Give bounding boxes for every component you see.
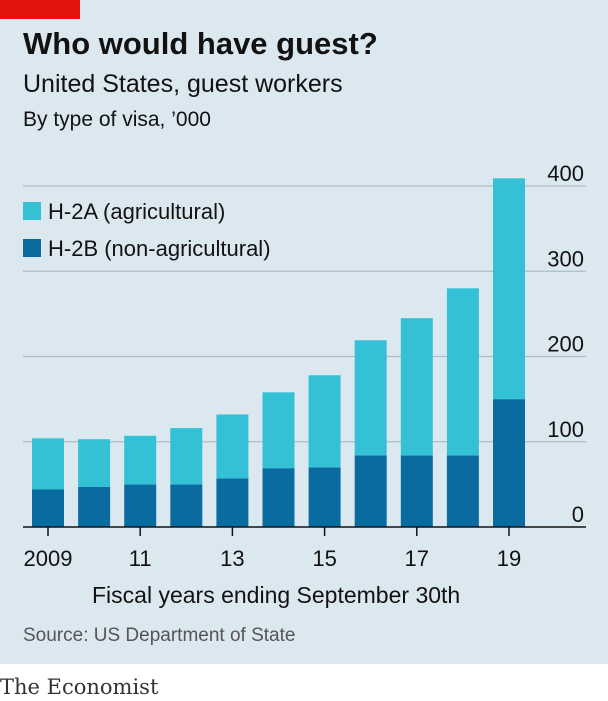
bar-2018-h2a: [446, 288, 479, 456]
x-tick-labels: 2009 11 13 15 17 19: [24, 527, 521, 571]
x-axis-label: Fiscal years ending September 30th: [92, 582, 460, 608]
bar-2010-h2a: [78, 439, 111, 487]
legend-label: H-2A (agricultural): [48, 199, 225, 224]
bar-2013-h2a: [216, 414, 249, 479]
bar-2014-h2b: [262, 468, 295, 527]
x-tick-label: 11: [129, 546, 152, 571]
y-tick-labels: 0 100 200 300 400: [547, 161, 584, 527]
legend-label: H-2B (non-agricultural): [48, 236, 271, 261]
bar-2010-h2b: [78, 486, 111, 527]
bar-2019-h2a: [493, 178, 525, 400]
bar-2015-h2a: [308, 375, 341, 468]
legend: H-2A (agricultural) H-2B (non-agricultura…: [23, 199, 271, 261]
source-note: Source: US Department of State: [23, 625, 295, 646]
legend-swatch: [23, 239, 41, 257]
publisher-logo-text: The Economist: [0, 675, 159, 699]
bar-2014-h2a: [262, 392, 295, 469]
chart-units: By type of visa, ’000: [23, 108, 211, 131]
bar-2009-h2b: [32, 489, 64, 527]
y-tick-label: 400: [547, 161, 584, 186]
gridlines: [23, 185, 586, 443]
bar-2016-h2b: [354, 455, 387, 527]
y-tick-label: 300: [547, 246, 584, 271]
bar-2012-h2b: [170, 484, 203, 527]
bar-2019-h2b: [493, 399, 525, 527]
bar-2012-h2a: [170, 428, 203, 485]
y-tick-label: 100: [547, 417, 584, 442]
bar-2011-h2b: [124, 484, 157, 527]
y-tick-label: 200: [547, 332, 584, 357]
brand-tag: [0, 0, 80, 19]
bar-2015-h2b: [308, 467, 341, 527]
x-tick-label: 2009: [24, 546, 73, 571]
x-tick-label: 15: [312, 546, 336, 571]
bar-2018-h2b: [446, 455, 479, 527]
chart-subtitle: United States, guest workers: [23, 70, 343, 98]
bar-2009-h2a: [32, 438, 64, 490]
bar-2011-h2a: [124, 435, 157, 485]
x-tick-label: 17: [405, 546, 429, 571]
bar-2017-h2b: [400, 455, 433, 527]
y-tick-label: 0: [572, 502, 584, 527]
bars: [32, 178, 525, 527]
chart-title: Who would have guest?: [23, 26, 378, 61]
x-tick-label: 19: [497, 546, 521, 571]
legend-swatch: [23, 202, 41, 220]
bar-2013-h2b: [216, 478, 249, 527]
bar-2017-h2a: [400, 318, 433, 456]
stacked-bar-chart: 0 100 200 300 400 2009 11 13 15 17 19 H-2A (agric…: [23, 161, 586, 646]
x-tick-label: 13: [220, 546, 244, 571]
bar-2016-h2a: [354, 340, 387, 456]
